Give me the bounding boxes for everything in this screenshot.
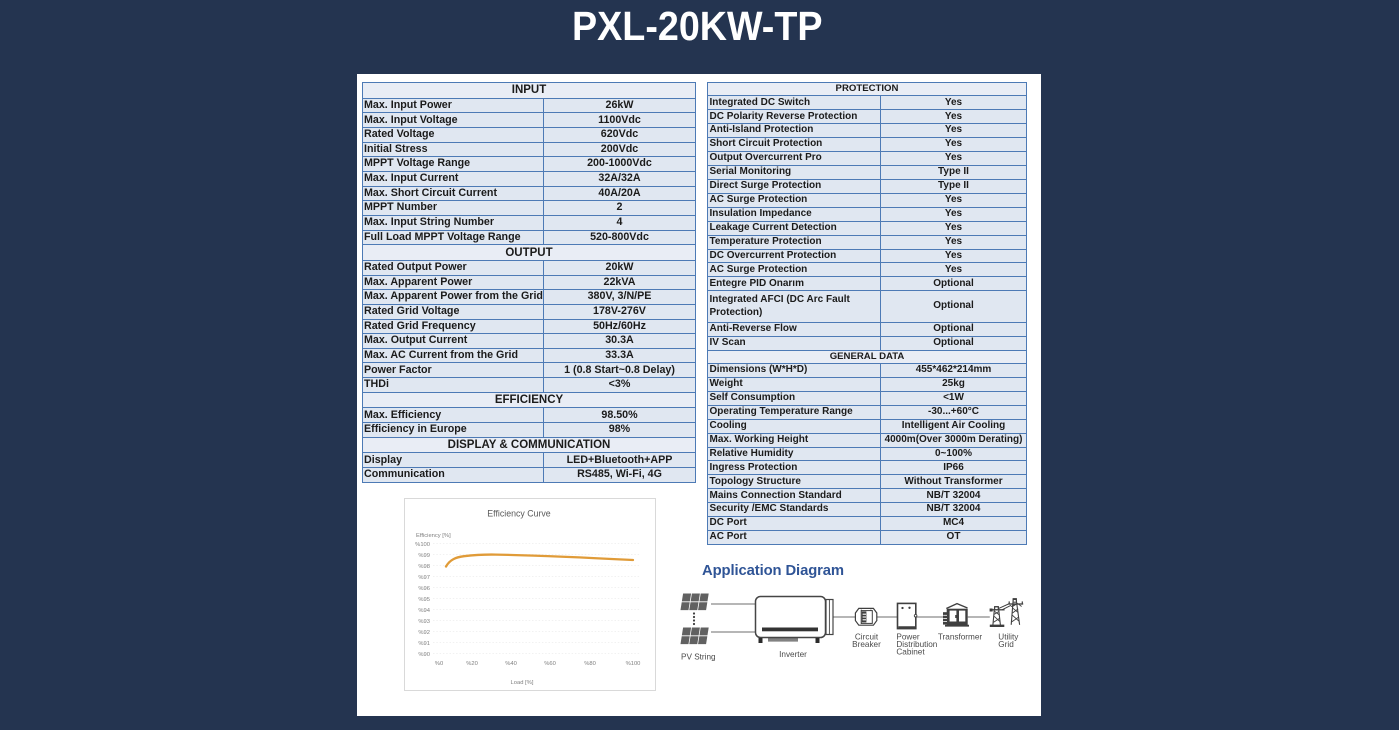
svg-text:%95: %95 [418, 597, 430, 603]
svg-text:Load [%]: Load [%] [511, 680, 534, 686]
svg-text:%97: %97 [418, 575, 430, 581]
svg-text:Transformer: Transformer [938, 632, 983, 641]
svg-text:%100: %100 [415, 542, 430, 548]
svg-text:Circuit: Circuit [855, 632, 879, 641]
svg-text:%60: %60 [544, 661, 556, 667]
svg-text:%90: %90 [418, 652, 430, 658]
svg-text:%96: %96 [418, 586, 430, 592]
svg-text:%100: %100 [626, 661, 641, 667]
svg-text:Grid: Grid [998, 640, 1014, 649]
svg-text:%99: %99 [418, 553, 430, 559]
svg-text:%40: %40 [505, 661, 517, 667]
svg-text:%80: %80 [584, 661, 596, 667]
svg-text:Power: Power [896, 632, 919, 641]
svg-text:%93: %93 [418, 619, 430, 625]
svg-text:Distribution: Distribution [896, 640, 937, 649]
svg-text:%20: %20 [466, 661, 478, 667]
svg-text:Efficiency [%]: Efficiency [%] [416, 533, 451, 539]
svg-text:%0: %0 [435, 661, 443, 667]
svg-text:PV String: PV String [681, 653, 716, 662]
svg-text:Utility: Utility [998, 632, 1019, 641]
svg-text:Efficiency Curve: Efficiency Curve [487, 509, 551, 519]
svg-text:Breaker: Breaker [852, 640, 881, 649]
svg-text:Cabinet: Cabinet [896, 647, 925, 656]
svg-text:%94: %94 [418, 608, 430, 614]
svg-text:%98: %98 [418, 564, 430, 570]
svg-text:%91: %91 [418, 641, 430, 647]
svg-text:Inverter: Inverter [779, 650, 807, 659]
svg-text:%92: %92 [418, 630, 430, 636]
